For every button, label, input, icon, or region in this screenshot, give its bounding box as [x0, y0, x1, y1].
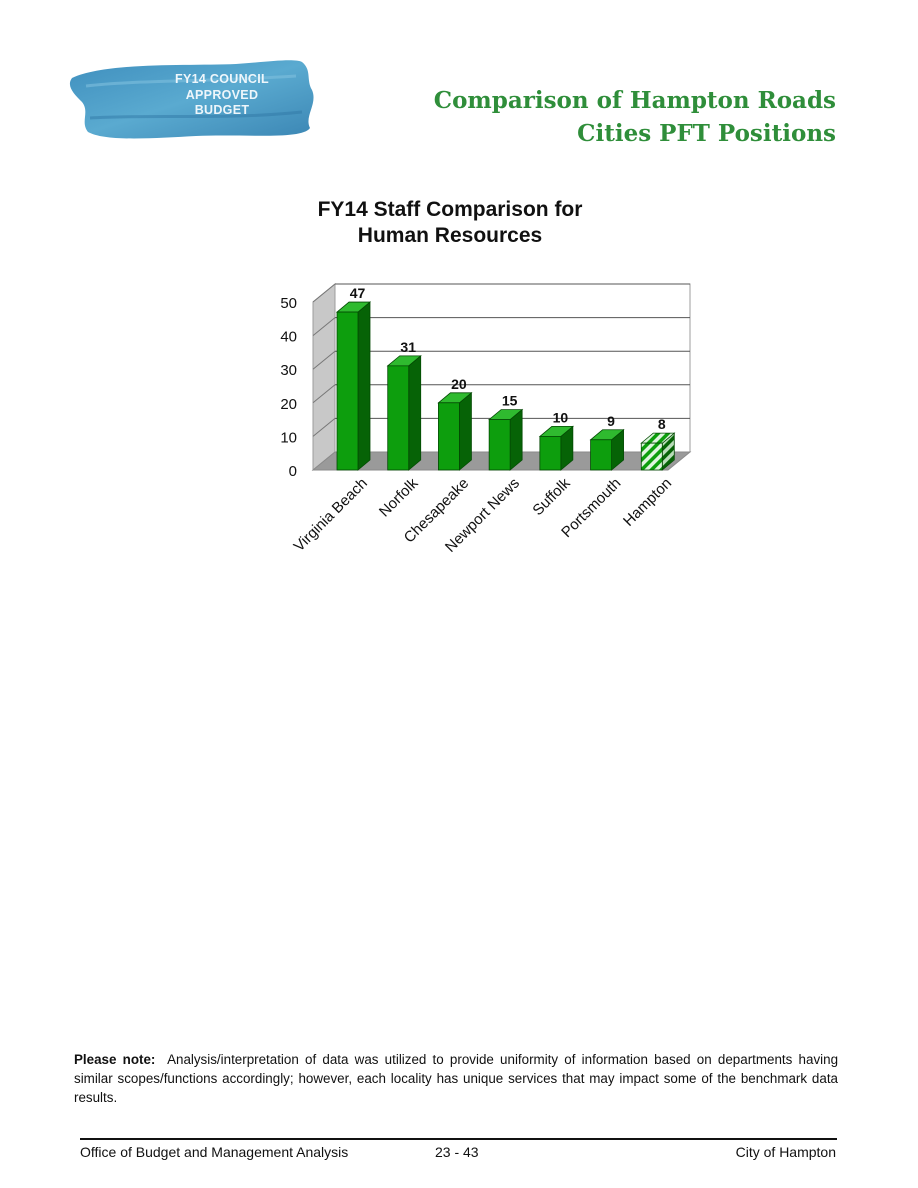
footer-page-number: 23 - 43: [435, 1144, 479, 1160]
footer-office: Office of Budget and Management Analysis: [80, 1144, 349, 1160]
badge-line-3: BUDGET: [194, 103, 250, 117]
badge-line-2: APPROVED: [185, 87, 259, 102]
bar-newport-news: [488, 419, 511, 471]
data-label: 15: [502, 393, 518, 409]
x-tick-label: Norfolk: [376, 474, 422, 520]
data-label: 20: [451, 376, 467, 392]
bar-side: [357, 301, 371, 471]
gridline-side: [312, 384, 336, 404]
y-tick-label: 10: [280, 429, 297, 446]
chart-title-line-1: FY14 Staff Comparison for: [317, 198, 583, 221]
note-paragraph: Please note: Analysis/interpretation of …: [74, 1050, 838, 1107]
bar-side: [459, 391, 472, 471]
bar-suffolk: [539, 435, 562, 471]
y-tick-label: 40: [280, 329, 297, 346]
chart-title: FY14 Staff Comparison for Human Resource…: [300, 197, 600, 249]
note-text: Analysis/interpretation of data was util…: [74, 1052, 839, 1105]
footer-divider: [80, 1138, 837, 1140]
bar-virginia-beach: [336, 311, 359, 471]
page-title-line-2: Cities PFT Positions: [577, 120, 836, 147]
chart-title-line-2: Human Resources: [357, 224, 543, 247]
bar-side: [408, 354, 422, 471]
gridline-side: [312, 418, 336, 437]
page-title-line-1: Comparison of Hampton Roads: [433, 87, 836, 114]
bar-portsmouth: [590, 439, 612, 471]
bar-side: [509, 408, 523, 471]
watercolor-brush-icon: [69, 60, 314, 139]
badge-text: FY14 COUNCIL APPROVED BUDGET: [162, 72, 282, 119]
bar-norfolk: [387, 365, 410, 471]
data-label: 31: [400, 339, 416, 355]
x-tick-label: Suffolk: [529, 474, 574, 519]
note-label: Please note:: [74, 1052, 156, 1067]
y-tick-label: 20: [280, 396, 297, 413]
data-label: 47: [350, 285, 366, 301]
budget-badge: FY14 COUNCIL APPROVED BUDGET: [66, 56, 318, 142]
gridline-side: [312, 283, 336, 303]
y-tick-label: 30: [280, 362, 297, 379]
x-tick-label: Virginia Beach: [291, 475, 371, 555]
footer-city: City of Hampton: [735, 1144, 836, 1160]
data-label: 10: [553, 409, 569, 425]
gridline-side: [312, 317, 336, 336]
y-tick-label: 50: [280, 295, 297, 312]
bar-hampton: [640, 442, 663, 471]
data-label: 8: [658, 416, 666, 432]
bar-chesapeake: [438, 402, 460, 471]
gridline-side: [312, 350, 336, 370]
chart-side-wall: [312, 282, 336, 472]
page-title: Comparison of Hampton Roads Cities PFT P…: [434, 84, 836, 150]
data-label: 9: [607, 413, 615, 429]
badge-line-1: FY14 COUNCIL: [175, 72, 269, 86]
y-tick-label: 0: [289, 463, 297, 480]
x-tick-label: Hampton: [620, 475, 675, 530]
